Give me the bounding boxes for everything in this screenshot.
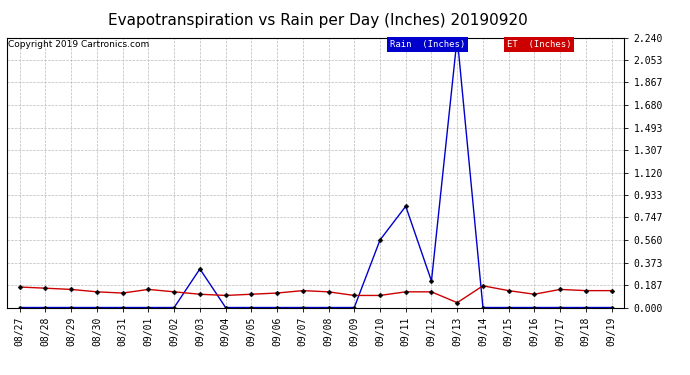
Text: Copyright 2019 Cartronics.com: Copyright 2019 Cartronics.com	[8, 40, 150, 49]
Text: ET  (Inches): ET (Inches)	[507, 40, 571, 49]
Text: Evapotranspiration vs Rain per Day (Inches) 20190920: Evapotranspiration vs Rain per Day (Inch…	[108, 13, 527, 28]
Text: Rain  (Inches): Rain (Inches)	[390, 40, 465, 49]
